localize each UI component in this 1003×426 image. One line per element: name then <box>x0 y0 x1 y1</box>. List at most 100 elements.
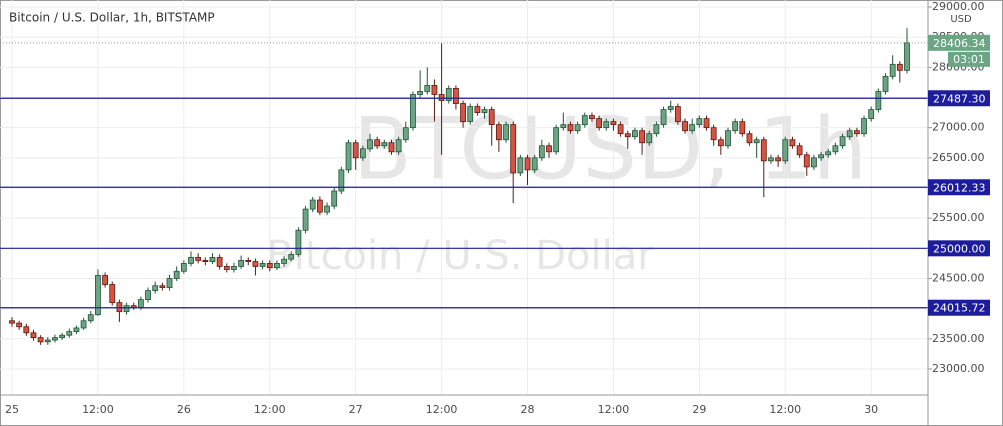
candle-body <box>481 109 488 113</box>
candle-body <box>402 127 409 141</box>
y-tick-label: 29000.00 <box>932 0 985 13</box>
candle-body <box>861 118 867 135</box>
candle-body <box>896 63 903 71</box>
candle-body <box>123 305 130 313</box>
x-tick-label: 28 <box>521 403 535 416</box>
candle-body <box>159 285 166 288</box>
candle-body <box>710 127 717 141</box>
candle-body <box>324 205 330 213</box>
candle-body <box>581 115 588 126</box>
candle-body <box>503 124 509 141</box>
candle-body <box>904 42 910 71</box>
candle-body <box>460 103 466 123</box>
candle-body <box>331 190 338 207</box>
candle-body <box>567 124 574 132</box>
candle-body <box>768 157 774 162</box>
candle-body <box>495 124 502 141</box>
candle-body <box>510 124 517 174</box>
last-price-label: 28406.34 <box>933 37 986 50</box>
candle-body <box>395 139 402 153</box>
candle-body <box>517 157 524 174</box>
candle-body <box>359 148 366 159</box>
level-label-bg <box>928 179 990 196</box>
candle-body <box>66 331 73 336</box>
candle-body <box>345 142 352 171</box>
candle-body <box>87 314 94 322</box>
candle-body <box>818 154 824 159</box>
candle-body <box>410 94 416 129</box>
candle-body <box>180 263 187 272</box>
candle-body <box>739 121 746 135</box>
y-tick-label: 25500.00 <box>932 211 985 224</box>
candle-body <box>646 133 653 144</box>
x-tick-label: 29 <box>692 403 706 416</box>
candle-body <box>109 284 116 304</box>
candle-body <box>295 229 302 255</box>
candle-body <box>868 109 875 120</box>
candle-body <box>725 130 731 147</box>
candle-body <box>59 334 66 339</box>
candle-body <box>825 151 832 156</box>
candle-body <box>137 299 144 308</box>
candle-body <box>760 139 767 162</box>
candle-body <box>316 199 323 213</box>
candle-body <box>266 263 273 269</box>
candle-body <box>445 88 452 101</box>
candle-body <box>689 124 696 132</box>
candle-body <box>682 121 688 132</box>
candle-body <box>37 337 44 343</box>
candle-body <box>16 322 23 328</box>
candle-body <box>44 339 51 343</box>
candle-body <box>839 136 846 147</box>
level-label-bg <box>928 240 990 257</box>
candle-body <box>853 130 860 135</box>
y-tick-label: 24500.00 <box>932 271 985 284</box>
candle-body <box>596 118 603 129</box>
candle-body <box>216 256 223 267</box>
candle-body <box>589 115 595 120</box>
candle-body <box>338 169 345 192</box>
candle-body <box>753 139 760 144</box>
x-tick-label: 12:00 <box>82 403 114 416</box>
x-tick-label: 26 <box>177 403 191 416</box>
candle-body <box>417 91 424 95</box>
candle-body <box>352 142 359 159</box>
candle-body <box>95 275 101 316</box>
candle-body <box>667 106 674 110</box>
candle-body <box>796 145 803 156</box>
candle-body <box>617 124 624 135</box>
candle-body <box>674 106 681 123</box>
candle-body <box>231 266 237 270</box>
candle-body <box>546 145 552 153</box>
candle-body <box>846 130 853 138</box>
level-label: 24015.72 <box>933 302 986 315</box>
candle-body <box>803 154 810 168</box>
level-label: 26012.33 <box>933 181 986 194</box>
candle-body <box>696 118 703 126</box>
candle-body <box>73 327 80 332</box>
y-tick-label: 27000.00 <box>932 121 985 134</box>
candle-body <box>746 133 753 144</box>
candle-body <box>259 263 266 267</box>
candle-body <box>9 320 15 324</box>
candle-body <box>732 121 739 132</box>
candle-body <box>281 258 287 264</box>
candle-body <box>703 118 710 129</box>
candle-body <box>624 133 631 138</box>
candle-body <box>173 270 180 279</box>
candle-body <box>553 127 560 153</box>
candle-body <box>209 256 216 263</box>
candle-body <box>488 109 495 126</box>
candle-body <box>639 130 645 144</box>
candle-body <box>388 142 395 153</box>
currency-label: USD <box>950 14 972 25</box>
candle-body <box>531 157 538 171</box>
x-tick-label: 25 <box>5 403 19 416</box>
candle-body <box>152 285 159 291</box>
level-label: 27487.30 <box>933 92 986 105</box>
last-price-bg <box>928 34 990 51</box>
level-label: 25000.00 <box>933 242 986 255</box>
watermark-symbol: BTCUSD, 1h <box>353 99 867 199</box>
candle-body <box>603 121 610 129</box>
